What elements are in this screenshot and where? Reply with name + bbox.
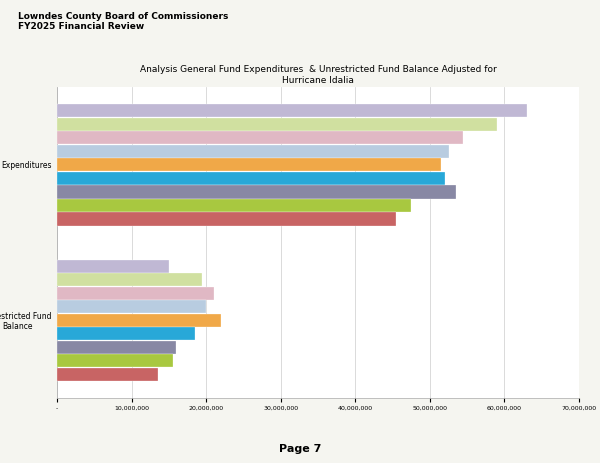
Bar — [57, 274, 202, 287]
Bar — [57, 260, 169, 273]
Bar — [57, 132, 463, 145]
Bar — [57, 368, 158, 381]
Bar — [57, 213, 397, 226]
Bar — [57, 186, 456, 199]
Title: Analysis General Fund Expenditures  & Unrestricted Fund Balance Adjusted for
Hur: Analysis General Fund Expenditures & Unr… — [140, 65, 496, 84]
Bar — [57, 105, 527, 118]
Bar — [57, 287, 214, 300]
Bar — [57, 314, 221, 327]
Bar — [57, 341, 176, 354]
Bar — [57, 355, 173, 368]
Text: Page 7: Page 7 — [279, 443, 321, 453]
Bar — [57, 172, 445, 186]
Text: FY2025 Financial Review: FY2025 Financial Review — [18, 22, 144, 31]
Bar — [57, 119, 497, 131]
Bar — [57, 200, 411, 213]
Bar — [57, 145, 449, 159]
Bar — [57, 300, 206, 314]
Bar — [57, 327, 195, 341]
Text: Lowndes County Board of Commissioners: Lowndes County Board of Commissioners — [18, 12, 229, 20]
Bar — [57, 159, 441, 172]
